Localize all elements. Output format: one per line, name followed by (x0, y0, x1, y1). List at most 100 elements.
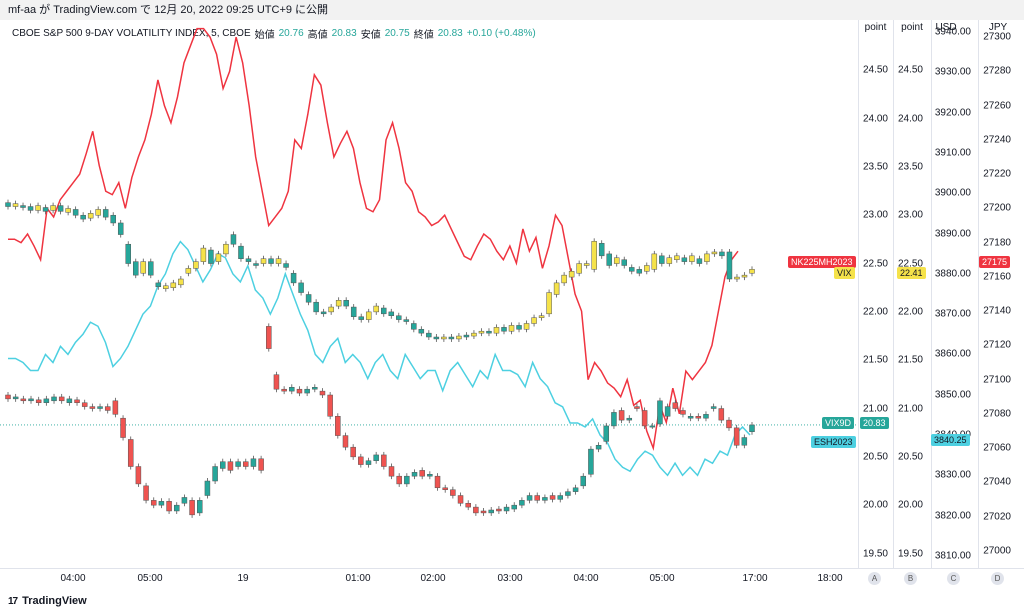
vix9d-candle (726, 419, 732, 429)
vix-candle (320, 311, 327, 315)
vix9d-candle (718, 408, 725, 421)
price-chart[interactable] (0, 20, 858, 568)
jpy-axis-tick: 27120 (983, 339, 1011, 351)
scale-letter-c[interactable]: C (947, 572, 960, 585)
tradingview-logo-icon[interactable]: 17 (8, 595, 18, 607)
vix9d-candle (641, 410, 648, 427)
vix9d-candle (212, 466, 218, 482)
vix9d-candle (204, 480, 211, 496)
vix-candle (538, 315, 545, 318)
usd-axis-header: USD (935, 22, 957, 33)
point-axis-a-tick: 24.50 (862, 64, 888, 76)
open-label: 始値 (254, 30, 275, 41)
vix-candle (719, 251, 725, 257)
point-axis-b-tick: 24.00 (897, 113, 923, 125)
vix-candle (441, 336, 447, 340)
jpy-axis-tick: 27060 (983, 442, 1011, 454)
vix-candle (621, 259, 627, 266)
point-axis-b[interactable]: 24.50 24.00 23.50 23.00 22.50 22.00 21.50 21.00… (893, 0, 923, 568)
time-tick: 17:00 (742, 573, 768, 584)
usd-axis[interactable]: 3940.00 3930.00 3920.00 3910.00 3900.00 3890.… (931, 0, 971, 568)
vix9d-candle (304, 388, 310, 394)
close-label: 終値 (413, 30, 434, 41)
scale-letter-b[interactable]: B (904, 572, 917, 585)
jpy-axis-tick: 27020 (983, 511, 1011, 523)
usd-axis-tick: 3900.00 (934, 187, 971, 199)
vix-candle (471, 332, 477, 337)
jpy-axis[interactable]: 27300 27280 27260 27240 27220 27200 27180 27160… (978, 0, 1011, 568)
vix-candle (689, 255, 695, 262)
vix-candle (95, 209, 101, 216)
point-axis-a-tick: 23.50 (862, 161, 888, 173)
vix-candle (133, 261, 139, 276)
vix9d-candle (626, 417, 633, 421)
vix-candle (298, 282, 304, 293)
vix9d-candle (51, 396, 57, 402)
vix9d-candle (580, 475, 587, 487)
open-value: 20.76 (278, 28, 304, 39)
vix9d-candle (664, 406, 671, 417)
vix-candle (448, 336, 455, 340)
jpy-axis-tick: 27000 (983, 545, 1011, 557)
vix-candle (253, 263, 259, 266)
vix9d-candle (120, 417, 126, 438)
vix-candle (335, 300, 342, 307)
vix9d-candle (457, 495, 464, 504)
vix-candle (260, 258, 267, 264)
vix9d-candle (749, 424, 755, 432)
point-axis-a-tick: 20.00 (862, 499, 888, 511)
jpy-axis-tick: 27260 (983, 100, 1011, 112)
vix-candle (20, 205, 26, 208)
jpy-axis-tick: 27180 (983, 237, 1011, 249)
jpy-axis-tick: 27100 (983, 374, 1011, 386)
vix-candle (80, 214, 86, 220)
point-axis-a[interactable]: 24.50 24.00 23.50 23.00 22.50 22.00 21.50 21.00… (858, 0, 888, 568)
close-value: 20.83 (437, 28, 463, 39)
vix-candle (561, 274, 567, 284)
vix-candle (546, 292, 552, 315)
brand-name[interactable]: TradingView (22, 595, 87, 607)
vix9d-candle (480, 510, 487, 514)
scale-letters: A B C D (858, 568, 1024, 587)
vix9d-candle (20, 398, 27, 402)
vix9d-candle (404, 475, 410, 485)
vix9d-candle (250, 458, 257, 467)
usd-axis-tick: 3890.00 (934, 228, 971, 240)
vix9d-candle (419, 470, 425, 477)
vix9d-candle (289, 387, 295, 392)
scale-letter-a[interactable]: A (868, 572, 881, 585)
vix-candle (381, 307, 387, 315)
vix9d-candle (488, 509, 494, 514)
vix9d-candle (243, 461, 249, 467)
vix-candle (148, 261, 154, 276)
vix9d-candle (381, 454, 387, 467)
vix-candle (27, 206, 34, 211)
nk-line (8, 27, 739, 452)
usd-axis-tick: 3930.00 (934, 66, 971, 78)
vix-candle (245, 258, 252, 262)
jpy-axis-tick: 27040 (983, 476, 1011, 488)
vix9d-candle (5, 394, 11, 400)
vix-candle (396, 315, 402, 320)
vix9d-candle (442, 487, 448, 490)
symbol-description[interactable]: CBOE S&P 500 9-DAY VOLATILITY INDEX, 5, … (12, 28, 251, 39)
vix-candle (373, 305, 379, 313)
time-axis[interactable]: 04:00 05:00 19 01:00 02:00 03:00 04:00 05:00 17:… (0, 568, 858, 587)
vix-candle (629, 267, 635, 272)
vix-candle (403, 319, 410, 322)
vix9d-candle (35, 399, 42, 403)
vix-candle (493, 327, 500, 334)
scale-letter-d[interactable]: D (991, 572, 1004, 585)
vix-candle (426, 332, 432, 338)
point-axis-a-header: point (864, 22, 887, 33)
axis-separator (893, 20, 894, 568)
vix-candle (110, 214, 116, 224)
vix9d-candle (197, 500, 203, 514)
jpy-axis-tick: 27300 (983, 31, 1011, 43)
vix9d-candle (173, 504, 180, 512)
vix9d-candle (710, 406, 717, 409)
vix-candle (268, 258, 274, 264)
es-name-badge: ESH2023 (811, 436, 856, 448)
vix9d-candle (104, 406, 111, 411)
vix-candle (418, 329, 425, 334)
